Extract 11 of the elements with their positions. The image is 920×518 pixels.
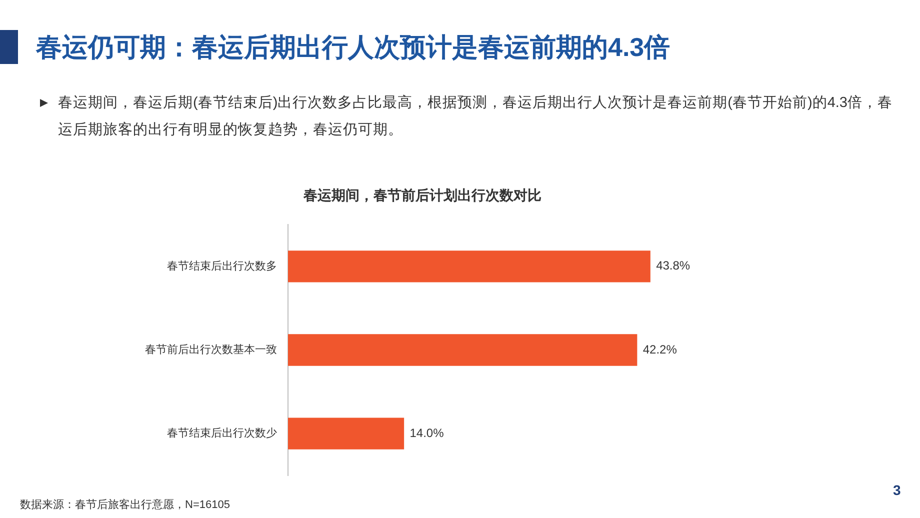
chart-title: 春运仍可期：春运后期出行人次预计是春运前期的4.3倍 — [36, 31, 670, 64]
source-note: 数据来源：春节后旅客出行意愿，N=16105 — [20, 498, 230, 512]
y-tick-label: 春节结束后出行次数少 — [167, 426, 277, 440]
y-tick-label: 春节前后出行次数基本一致 — [145, 343, 277, 356]
text: 3 — [893, 482, 901, 498]
data-label: 42.2% — [642, 342, 678, 356]
data-label: 14.0% — [410, 426, 444, 440]
text: 春运期间，春运后期(春节结束后)出行次数多占比最高，根据预测，春运后期出行人次预计是春运前期(春节开始前)的4.3倍，春运后期旅客的出行有明显的恢复趋势，春运仍可期。 — [58, 94, 894, 140]
data-label: 43.8% — [656, 258, 690, 273]
chart-subtitle: 春运期间，春节前后计划出行次数对比 — [302, 187, 542, 205]
y-tick-label: 春节结束后出行次数多 — [167, 259, 277, 272]
